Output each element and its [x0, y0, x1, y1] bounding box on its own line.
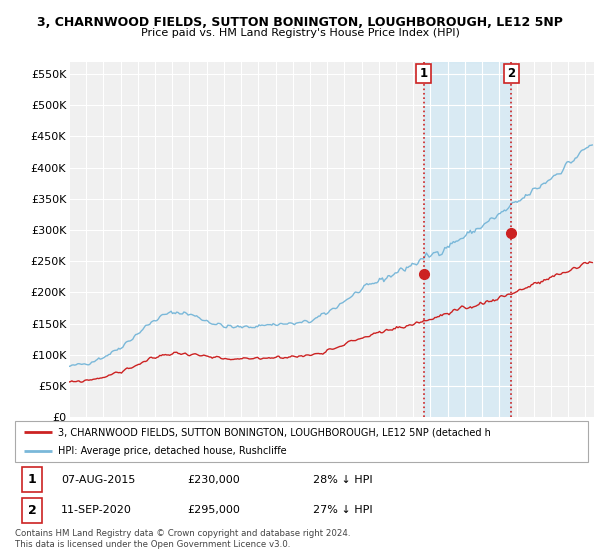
Text: 2: 2	[28, 504, 37, 517]
Text: HPI: Average price, detached house, Rushcliffe: HPI: Average price, detached house, Rush…	[58, 446, 287, 456]
FancyBboxPatch shape	[22, 498, 42, 522]
FancyBboxPatch shape	[22, 467, 42, 492]
Text: 3, CHARNWOOD FIELDS, SUTTON BONINGTON, LOUGHBOROUGH, LE12 5NP: 3, CHARNWOOD FIELDS, SUTTON BONINGTON, L…	[37, 16, 563, 29]
Text: 1: 1	[419, 67, 428, 80]
FancyBboxPatch shape	[15, 421, 588, 462]
Text: £230,000: £230,000	[187, 474, 239, 484]
Text: 27% ↓ HPI: 27% ↓ HPI	[313, 505, 373, 515]
Text: 11-SEP-2020: 11-SEP-2020	[61, 505, 132, 515]
Text: £295,000: £295,000	[187, 505, 240, 515]
Text: 3, CHARNWOOD FIELDS, SUTTON BONINGTON, LOUGHBOROUGH, LE12 5NP (detached h: 3, CHARNWOOD FIELDS, SUTTON BONINGTON, L…	[58, 427, 491, 437]
Text: 2: 2	[508, 67, 515, 80]
Text: 1: 1	[28, 473, 37, 486]
Text: 07-AUG-2015: 07-AUG-2015	[61, 474, 135, 484]
Bar	[424, 62, 511, 417]
Text: Price paid vs. HM Land Registry's House Price Index (HPI): Price paid vs. HM Land Registry's House …	[140, 28, 460, 38]
Text: 28% ↓ HPI: 28% ↓ HPI	[313, 474, 373, 484]
Text: Contains HM Land Registry data © Crown copyright and database right 2024.
This d: Contains HM Land Registry data © Crown c…	[15, 529, 350, 549]
